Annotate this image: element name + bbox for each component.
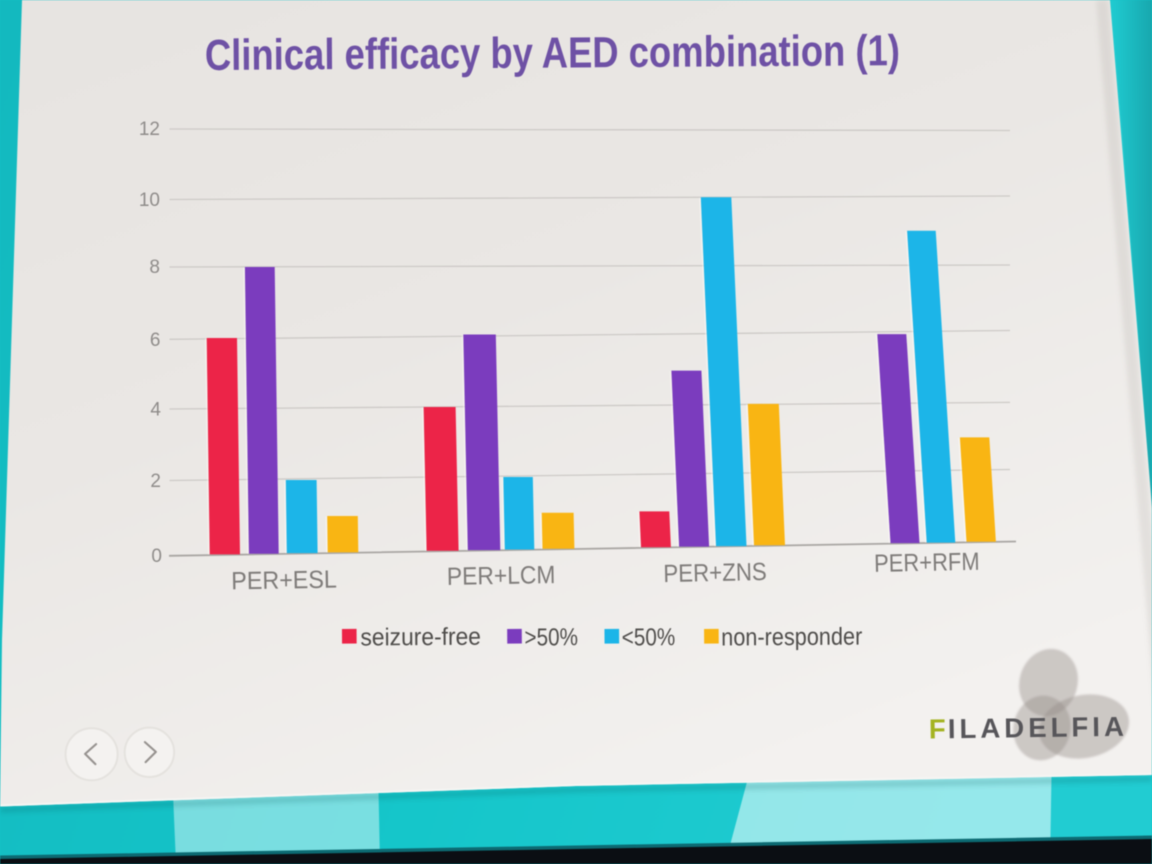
svg-text:PER+ESL: PER+ESL [231,566,337,596]
svg-text:PER+ZNS: PER+ZNS [663,558,767,588]
svg-text:F: F [929,713,946,744]
svg-text:12: 12 [139,119,160,140]
svg-text:6: 6 [150,330,161,351]
svg-text:10: 10 [139,190,160,211]
svg-text:>50%: >50% [524,624,578,651]
svg-text:0: 0 [151,546,162,567]
svg-text:ILADELFIA: ILADELFIA [948,711,1128,745]
svg-text:non-responder: non-responder [721,624,862,652]
svg-text:<50%: <50% [622,624,676,651]
svg-text:4: 4 [150,400,161,421]
svg-text:PER+RFM: PER+RFM [874,548,980,578]
svg-text:Clinical efficacy by AED combi: Clinical efficacy by AED combination (1) [205,27,900,80]
svg-text:2: 2 [150,471,161,492]
svg-text:seizure-free: seizure-free [360,624,481,652]
svg-text:8: 8 [149,257,160,278]
svg-text:PER+LCM: PER+LCM [447,561,556,591]
